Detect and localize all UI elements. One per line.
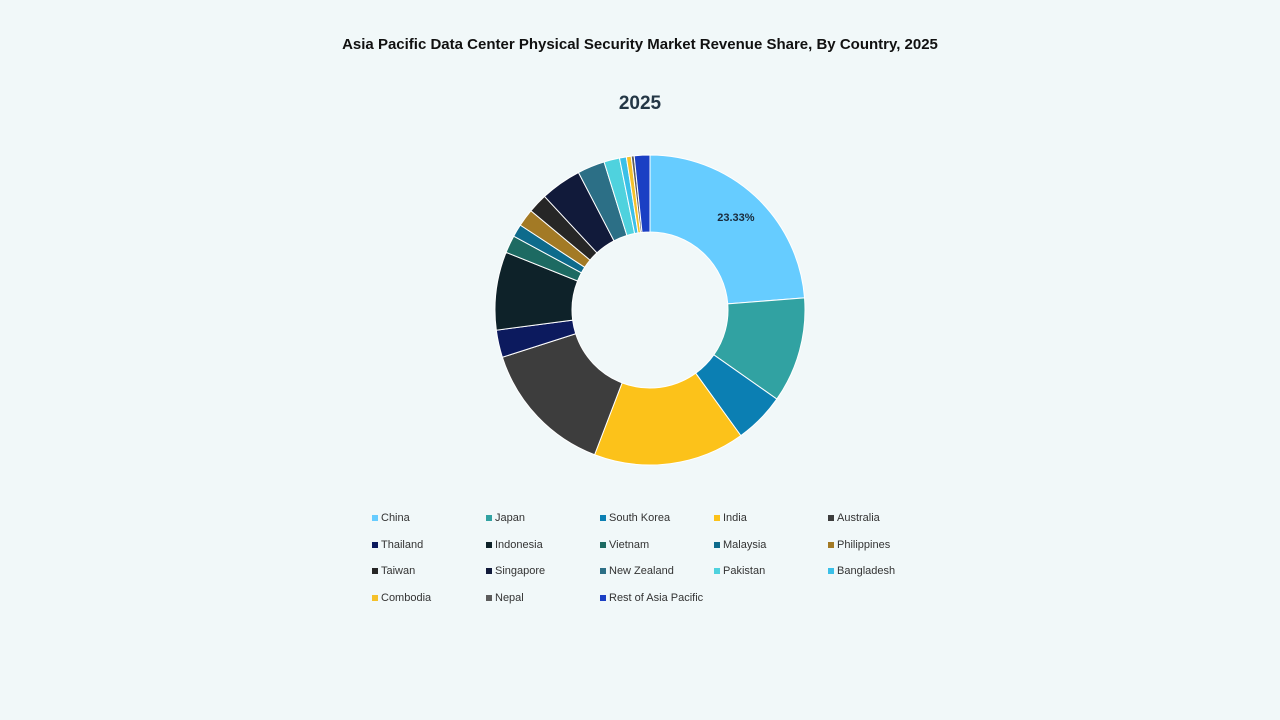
donut-chart: 23.33% [494, 154, 806, 466]
legend-item: Indonesia [486, 538, 543, 552]
legend-label: Bangladesh [837, 565, 896, 577]
legend-swatch [600, 594, 606, 601]
legend-swatch [486, 594, 492, 601]
legend-label: India [723, 512, 747, 524]
legend-label: Combodia [381, 591, 432, 604]
legend-swatch [372, 541, 378, 548]
legend-label: Rest of Asia Pacific [609, 591, 704, 604]
legend-swatch [372, 594, 378, 601]
legend-label: Singapore [495, 565, 546, 577]
legend-item: South Korea [600, 511, 670, 525]
legend-item: Malaysia [714, 538, 766, 552]
legend-item: Nepal [486, 591, 524, 605]
legend-item: Philippines [828, 538, 890, 552]
legend-swatch [714, 568, 720, 574]
legend-label: Philippines [837, 538, 891, 551]
legend-item: Australia [828, 511, 880, 525]
legend-label: Indonesia [495, 538, 543, 551]
legend-swatch [600, 515, 606, 521]
legend-label: Taiwan [381, 565, 416, 577]
data-label-china: 23.33% [717, 212, 755, 224]
legend-label: Japan [495, 512, 525, 524]
legend-swatch [714, 541, 720, 548]
legend-item: Vietnam [600, 538, 649, 552]
legend-swatch [486, 515, 492, 521]
legend-item: Bangladesh [828, 564, 895, 578]
legend-label: Nepal [495, 591, 524, 604]
legend-label: Malaysia [723, 538, 767, 551]
legend-label: New Zealand [609, 565, 674, 577]
legend-swatch [372, 568, 378, 574]
legend-item: India [714, 511, 747, 525]
slice-rest-of-asia-pacific [633, 154, 651, 233]
legend-swatch [828, 515, 834, 521]
legend-swatch [828, 568, 834, 574]
legend-swatch [600, 568, 606, 574]
legend-item: Combodia [372, 591, 431, 605]
legend-label: Vietnam [609, 538, 650, 551]
legend-swatch [372, 515, 378, 521]
legend-label: Australia [837, 512, 880, 524]
legend-label: China [381, 512, 410, 524]
slice-china [649, 154, 806, 305]
legend-item: Thailand [372, 538, 423, 552]
legend-item: Singapore [486, 564, 545, 578]
chart-title: Asia Pacific Data Center Physical Securi… [342, 36, 938, 53]
legend-label: South Korea [609, 512, 671, 524]
legend-swatch [714, 515, 720, 521]
legend-item: Rest of Asia Pacific [600, 591, 703, 605]
legend-swatch [600, 541, 606, 548]
legend-swatch [486, 541, 492, 548]
chart-subtitle: 2025 [618, 93, 662, 114]
legend-label: Pakistan [723, 565, 766, 577]
legend-item: Japan [486, 511, 525, 525]
legend-item: China [372, 511, 410, 525]
legend-label: Thailand [381, 538, 424, 551]
legend-item: Pakistan [714, 564, 765, 578]
legend-swatch [828, 541, 834, 548]
legend-swatch [486, 568, 492, 574]
legend-item: Taiwan [372, 564, 415, 578]
legend-item: New Zealand [600, 564, 674, 578]
